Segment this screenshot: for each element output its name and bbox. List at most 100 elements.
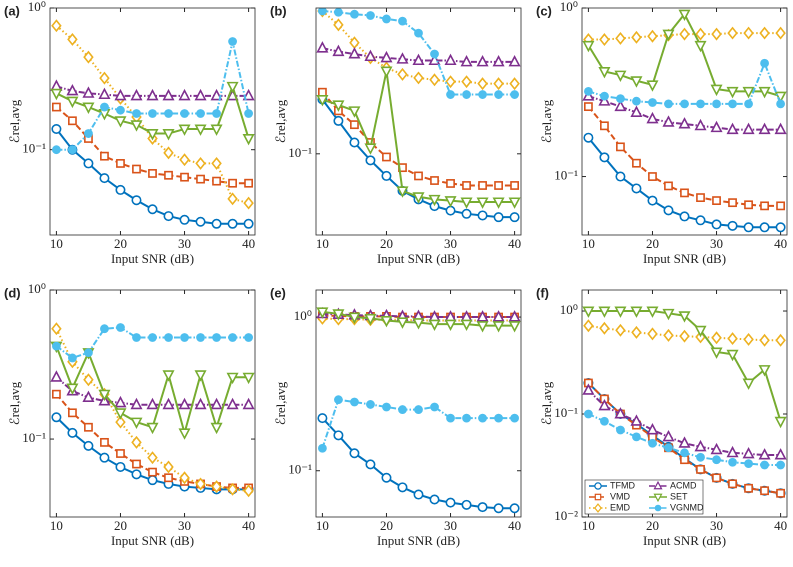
marker — [664, 443, 673, 453]
marker — [116, 323, 125, 332]
marker — [477, 502, 488, 513]
marker — [382, 402, 391, 412]
marker — [598, 67, 611, 79]
marker — [146, 397, 159, 410]
marker — [51, 322, 62, 336]
marker — [494, 413, 503, 423]
marker — [334, 8, 343, 17]
marker — [84, 348, 93, 358]
marker — [430, 49, 439, 59]
y-tick-label: 10⁻¹ — [288, 462, 312, 477]
x-tick-label: 20 — [646, 236, 659, 251]
marker — [776, 488, 785, 498]
marker — [366, 11, 375, 20]
marker — [678, 436, 691, 448]
marker — [646, 423, 659, 435]
marker — [710, 120, 723, 133]
marker — [244, 333, 253, 342]
x-tick-label: 20 — [114, 518, 127, 533]
marker — [414, 28, 423, 38]
marker — [460, 197, 473, 209]
marker — [776, 460, 785, 470]
marker — [600, 121, 609, 131]
marker — [742, 378, 755, 390]
marker — [162, 88, 175, 101]
marker — [131, 469, 142, 480]
marker — [509, 503, 520, 514]
marker — [477, 77, 488, 91]
marker — [680, 99, 689, 109]
marker — [412, 53, 425, 66]
marker — [51, 19, 62, 33]
y-tick-label: 10⁰ — [560, 0, 578, 14]
marker — [429, 73, 440, 87]
marker — [600, 416, 609, 426]
x-tick-label: 10 — [316, 518, 329, 533]
marker — [584, 102, 593, 112]
marker — [461, 75, 472, 89]
y-axis-label: ℰrel,avg — [539, 381, 554, 425]
marker — [196, 174, 205, 184]
marker — [227, 482, 238, 496]
marker — [712, 196, 721, 205]
marker — [211, 156, 222, 170]
marker — [694, 439, 707, 452]
y-tick-label: 10⁻¹ — [554, 405, 578, 420]
marker — [180, 172, 189, 182]
marker — [114, 116, 127, 128]
marker — [228, 178, 237, 188]
marker — [632, 96, 641, 106]
marker — [381, 472, 392, 483]
marker — [397, 67, 408, 81]
marker — [758, 365, 771, 377]
marker — [614, 70, 627, 82]
marker — [68, 408, 77, 418]
marker — [116, 449, 125, 458]
x-tick-label: 10 — [316, 236, 329, 251]
marker — [412, 192, 425, 204]
marker — [84, 129, 93, 138]
marker — [774, 416, 787, 429]
marker — [349, 448, 360, 459]
marker — [462, 413, 471, 423]
marker — [678, 117, 691, 129]
marker — [67, 32, 78, 46]
marker — [599, 152, 610, 163]
marker — [132, 164, 141, 174]
marker — [414, 405, 423, 414]
marker — [99, 452, 110, 463]
marker — [317, 413, 328, 424]
marker — [413, 489, 424, 500]
x-tick-label: 20 — [380, 236, 393, 251]
marker — [396, 317, 409, 329]
axes-box — [315, 7, 522, 236]
marker — [728, 457, 737, 467]
marker — [743, 222, 754, 233]
marker — [758, 86, 771, 99]
marker — [742, 446, 755, 459]
marker — [478, 413, 487, 423]
marker — [83, 50, 94, 64]
marker — [615, 171, 626, 182]
marker — [242, 88, 255, 101]
marker — [195, 477, 206, 491]
marker — [478, 181, 487, 190]
marker — [663, 205, 674, 216]
marker — [83, 440, 94, 451]
marker — [132, 459, 141, 469]
marker — [664, 99, 673, 109]
marker — [760, 58, 769, 68]
marker — [615, 31, 626, 45]
axes-box — [49, 289, 256, 518]
marker — [508, 55, 521, 67]
marker — [712, 99, 721, 109]
plot-area — [582, 290, 787, 517]
marker — [744, 99, 753, 109]
marker — [115, 415, 126, 429]
marker — [662, 429, 675, 442]
marker — [594, 493, 602, 501]
legend-label: TFMD — [610, 480, 635, 490]
marker — [594, 503, 602, 513]
marker — [444, 319, 457, 332]
axes-box — [581, 7, 788, 236]
